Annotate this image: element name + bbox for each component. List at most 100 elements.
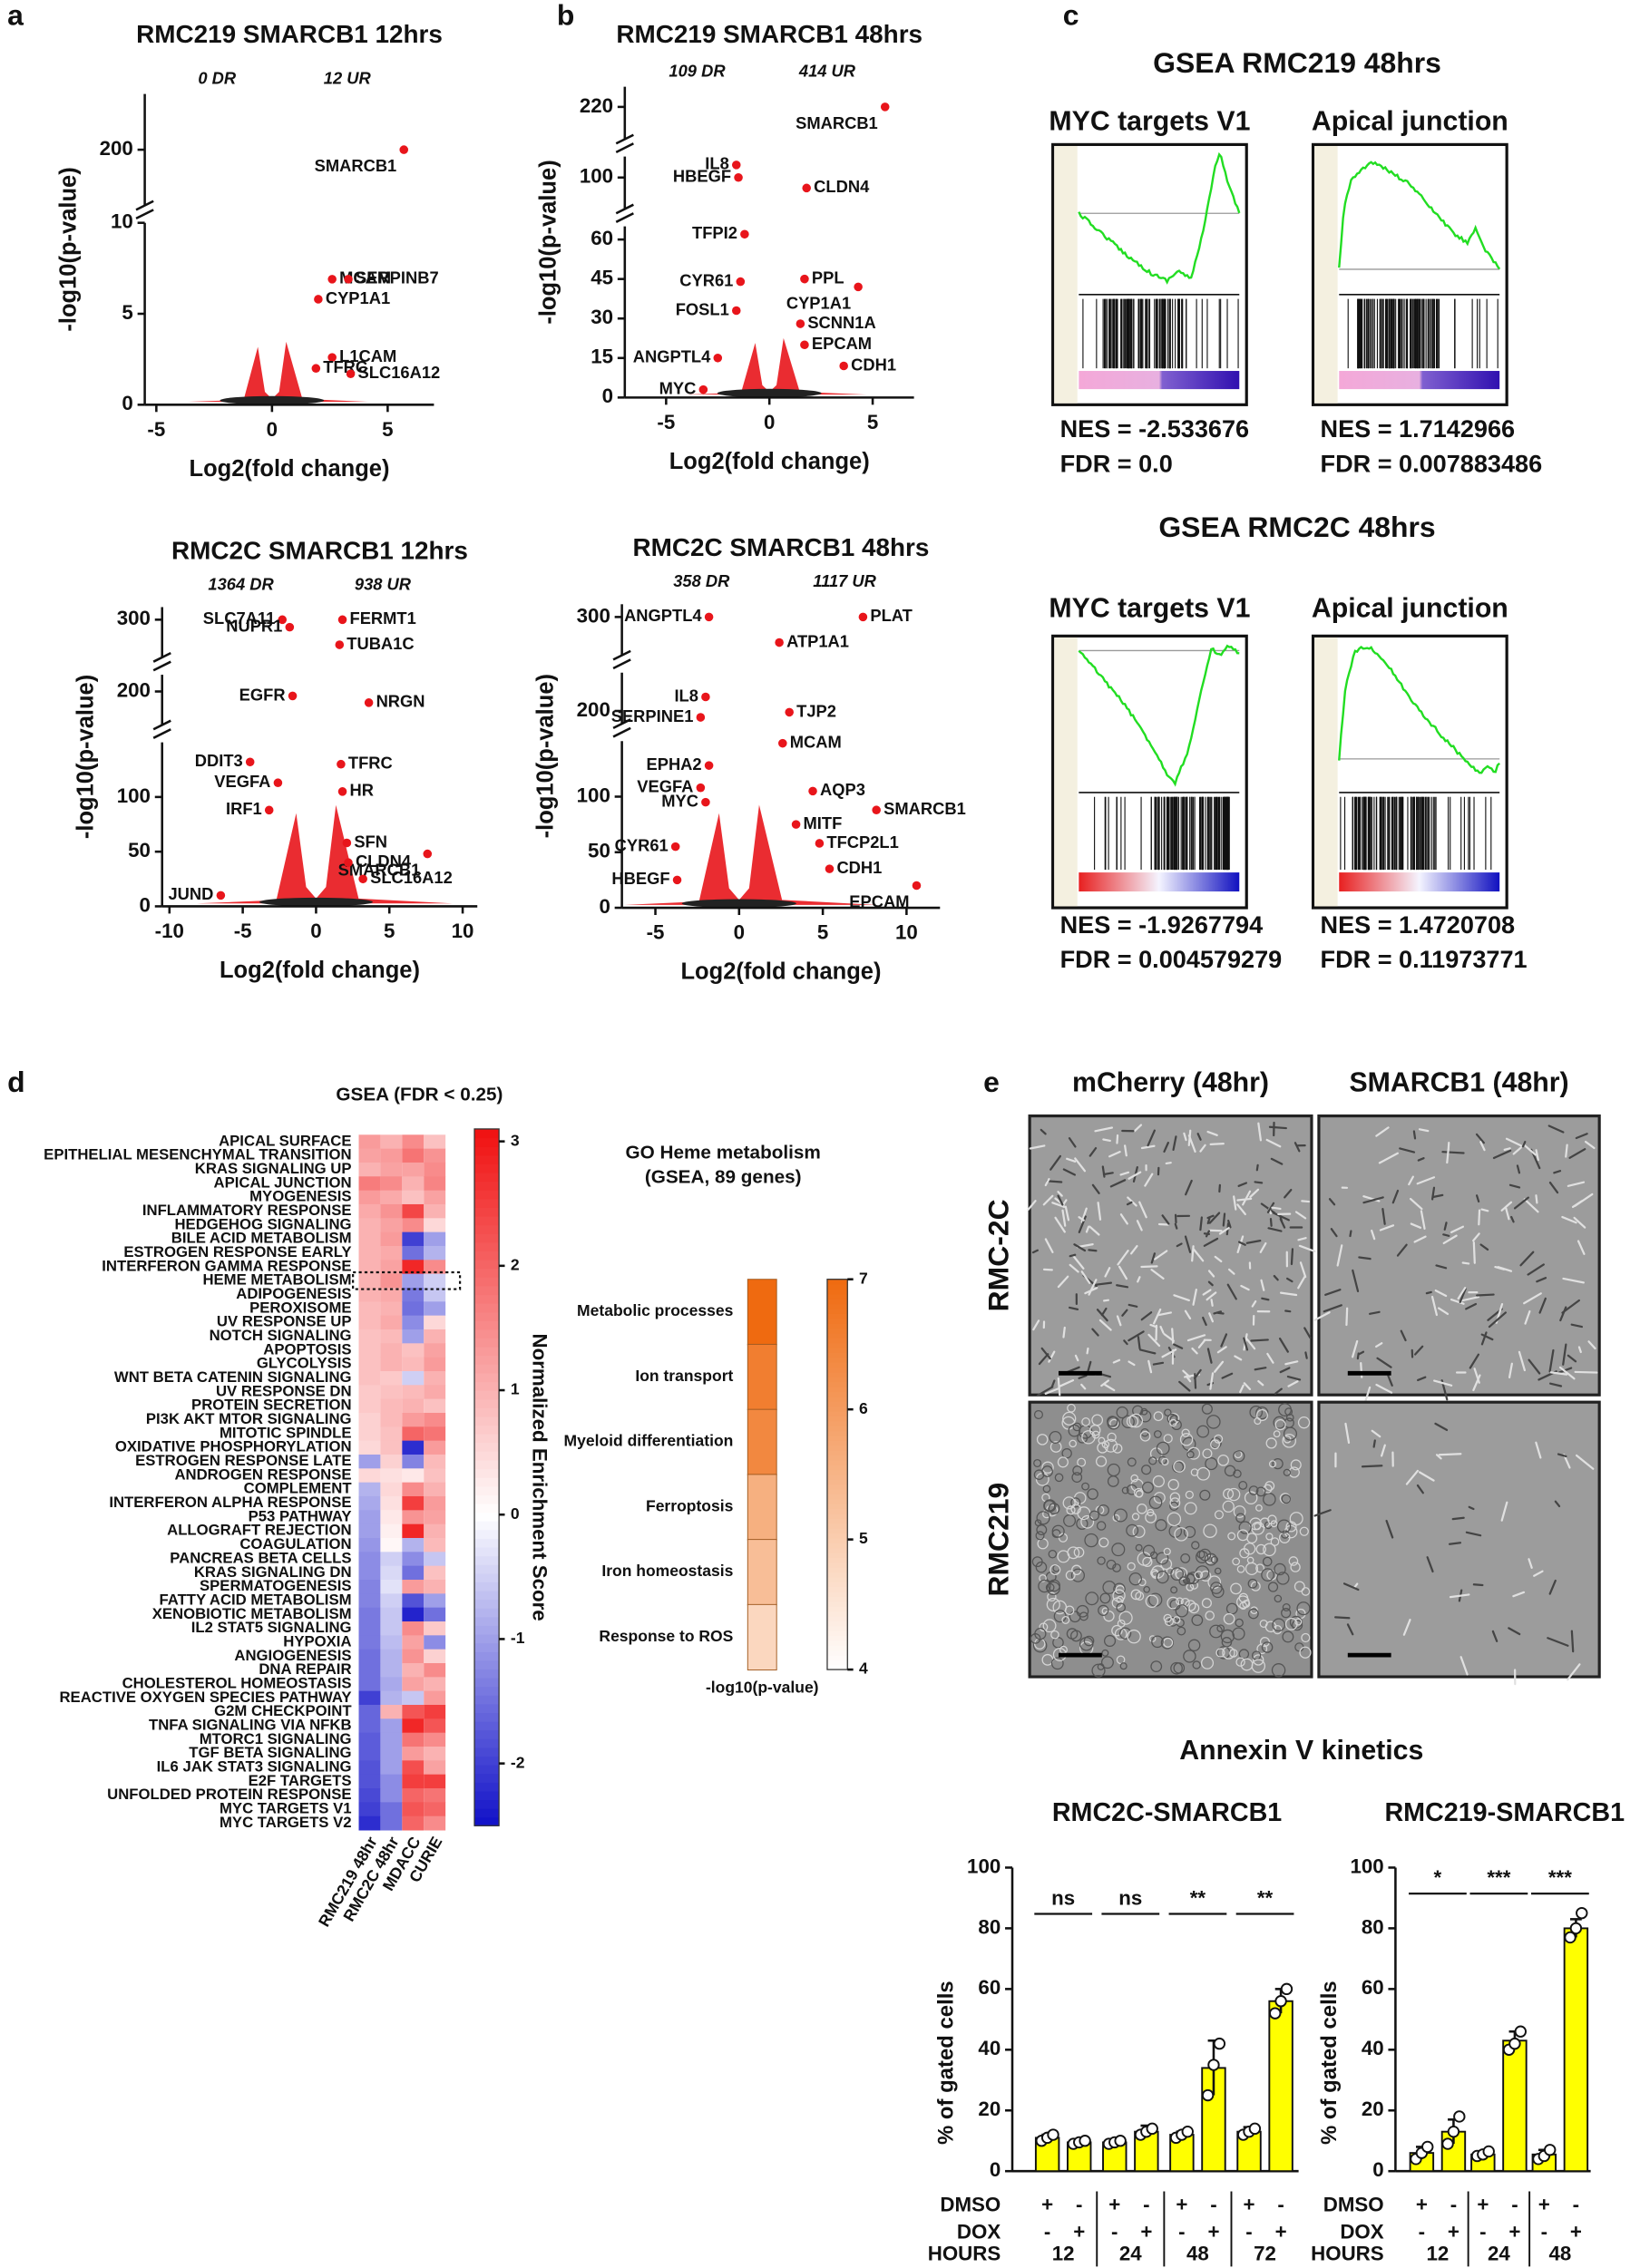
cell (1119, 1213, 1128, 1225)
cell (1457, 1287, 1467, 1300)
cell (1250, 1338, 1269, 1342)
cell (1205, 1230, 1211, 1238)
treatment-sign: + (1176, 2193, 1187, 2215)
cell (1538, 1297, 1547, 1314)
cell (1202, 1448, 1213, 1459)
micrograph (1317, 1114, 1601, 1397)
bar (1268, 2000, 1293, 2173)
row-label: DMSO (940, 2193, 1001, 2215)
cell (1116, 1134, 1119, 1144)
gsea-panel-title: MYC targets V1 (1049, 594, 1250, 624)
colorbar-step (474, 1546, 500, 1557)
cell (1251, 1659, 1266, 1673)
colorbar-step (474, 1364, 500, 1374)
cell (1203, 1237, 1219, 1247)
heatmap-cell (747, 1408, 777, 1475)
treatment-sign: - (1111, 2221, 1118, 2244)
cell (1269, 1218, 1273, 1227)
gene-point (825, 864, 835, 873)
down-label: 0 DR (198, 69, 237, 88)
x-axis-label: Log2(fold change) (190, 456, 390, 482)
colorbar-step (474, 1137, 500, 1147)
cell (1284, 1188, 1293, 1199)
gene-point (704, 761, 714, 770)
heatmap-cell (402, 1426, 425, 1442)
row-label: APICAL JUNCTION (214, 1173, 352, 1191)
cell (1336, 1244, 1343, 1267)
cell (1283, 1426, 1297, 1441)
heatmap-cell (402, 1260, 425, 1275)
cell (1041, 1465, 1053, 1477)
gsea-panel-title: Apical junction (1312, 106, 1508, 136)
colorbar-step (474, 1747, 500, 1757)
cell (1443, 1222, 1448, 1231)
gene-label: SMARCB1 (883, 799, 966, 818)
colorbar-step (826, 1494, 848, 1500)
gene-point (785, 707, 794, 717)
gene-point (358, 874, 367, 884)
gene-point (791, 820, 801, 829)
y-tick-label: 60 (591, 227, 613, 249)
cell (1085, 1591, 1099, 1606)
y-tick-label: 0 (140, 893, 151, 916)
cell (1235, 1618, 1244, 1628)
data-point (1207, 2059, 1220, 2071)
cell (1547, 1637, 1569, 1647)
x-tick-label: 0 (267, 418, 278, 441)
cell (1203, 1523, 1217, 1538)
cell (1568, 1148, 1586, 1159)
cell (1256, 1643, 1268, 1655)
cell (1194, 1373, 1197, 1389)
cell (1431, 1193, 1444, 1199)
cell (1475, 1293, 1495, 1297)
colorbar-step (474, 1241, 500, 1252)
cell (1132, 1405, 1144, 1416)
cell (1032, 1319, 1040, 1331)
gene-point (672, 875, 682, 885)
gene-point (854, 282, 863, 292)
cell (1236, 1203, 1246, 1216)
cell (1154, 1250, 1168, 1261)
heatmap-cell (380, 1579, 403, 1594)
heatmap-cell (380, 1426, 403, 1442)
treatment-sign: + (1207, 2221, 1219, 2244)
cell (1206, 1130, 1218, 1136)
colorbar-step (826, 1449, 848, 1456)
treatment-sign: + (1108, 2193, 1120, 2215)
chart-title: RMC219-SMARCB1 (1384, 1798, 1625, 1827)
cell (1244, 1491, 1258, 1504)
cell (1297, 1274, 1306, 1290)
colorbar-step (474, 1407, 500, 1417)
colorbar-step (474, 1302, 500, 1313)
heatmap-cell (358, 1357, 381, 1372)
colorbar-step (474, 1338, 500, 1348)
cell (1535, 1149, 1539, 1162)
cell (1036, 1386, 1054, 1397)
cell (1414, 1345, 1424, 1356)
cell (1186, 1334, 1206, 1342)
colorbar-step (826, 1552, 848, 1558)
cell (1472, 1374, 1481, 1392)
heatmap-cell (424, 1565, 446, 1581)
cell (1239, 1548, 1250, 1559)
heatmap-cell (380, 1774, 403, 1789)
cell (1297, 1237, 1307, 1241)
cell (1267, 1514, 1277, 1524)
cell (1286, 1277, 1293, 1283)
colorbar-step (474, 1434, 500, 1444)
cell (1475, 1133, 1485, 1144)
cell (1192, 1248, 1205, 1262)
cell (1527, 1263, 1545, 1276)
cell (1202, 1289, 1212, 1296)
cell (1292, 1620, 1303, 1631)
cell (1358, 1256, 1372, 1261)
cell (1247, 1578, 1258, 1589)
cell (1287, 1380, 1299, 1387)
cell (1442, 1233, 1450, 1237)
colorbar-step (826, 1391, 848, 1397)
colorbar-step (474, 1633, 500, 1644)
cell (1418, 1471, 1435, 1482)
cell (1057, 1275, 1069, 1289)
cell (1216, 1311, 1225, 1315)
cell (1081, 1430, 1096, 1445)
